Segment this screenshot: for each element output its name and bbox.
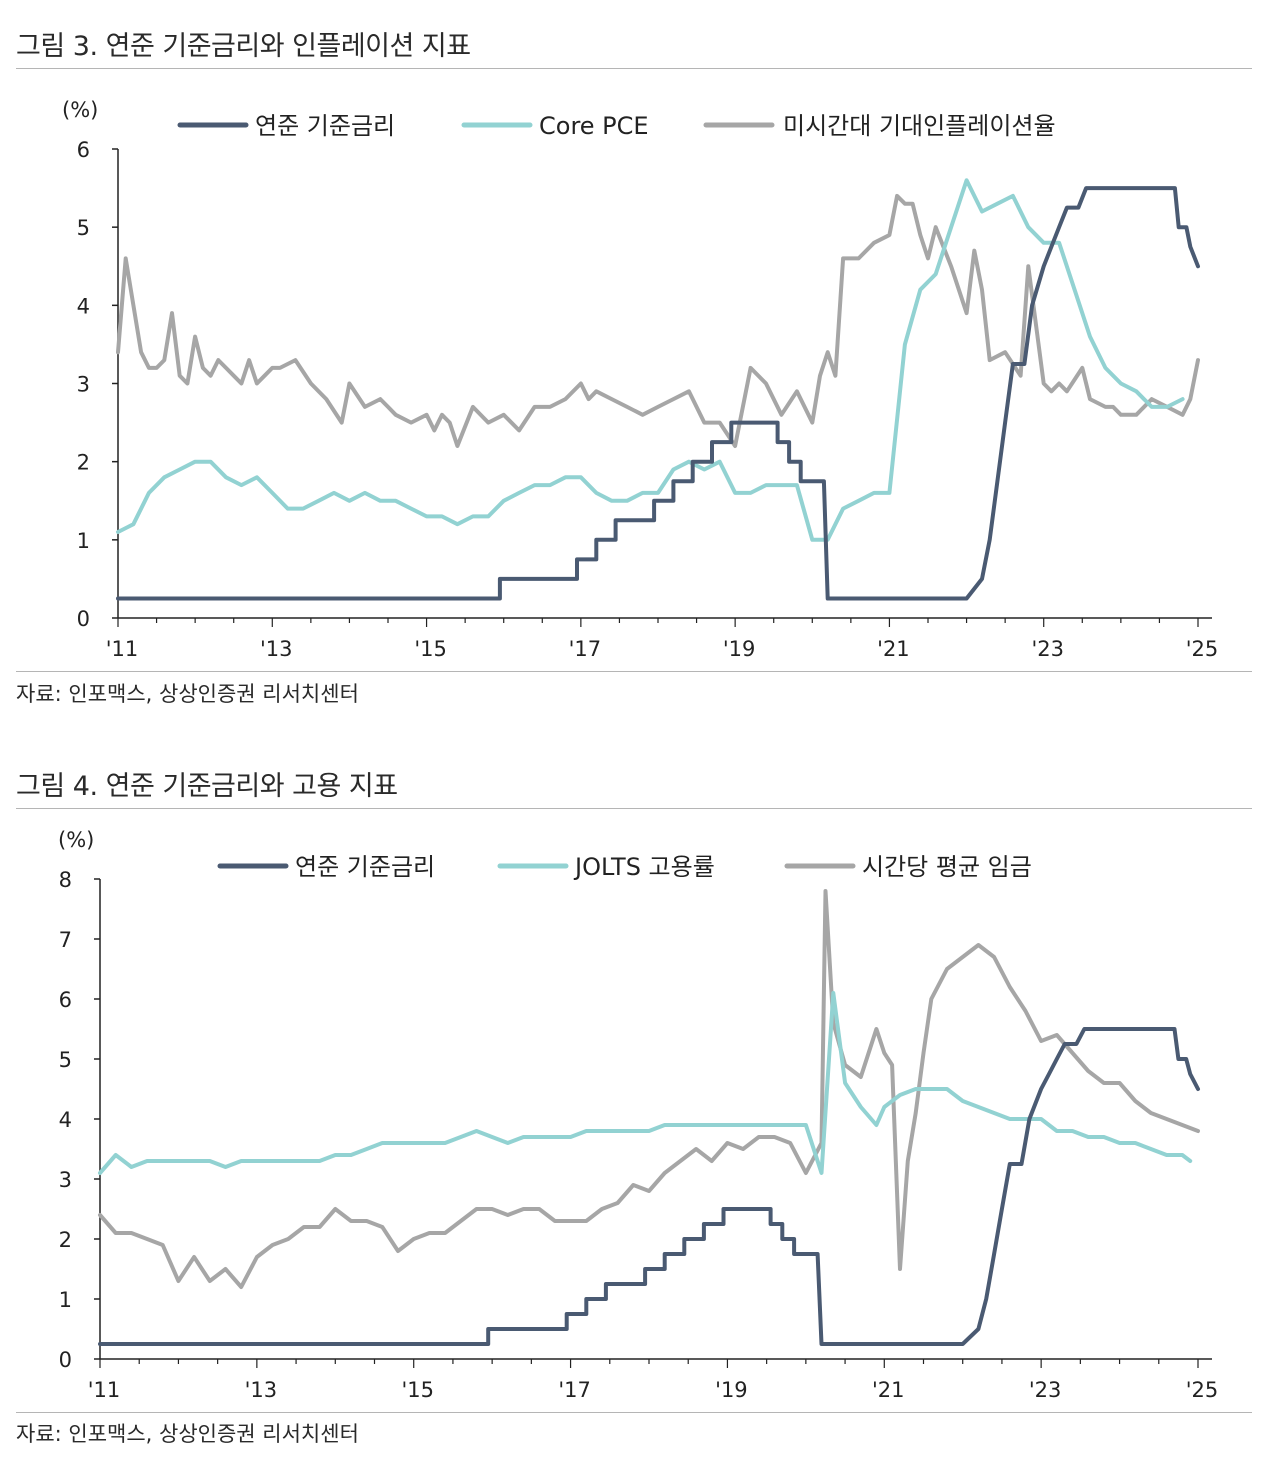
plot-series-group <box>98 889 1200 1346</box>
y-tick-label: 1 <box>59 1288 72 1312</box>
legend-label-0: 연준 기준금리 <box>295 853 435 881</box>
figure-4-title: 그림 4. 연준 기준금리와 고용 지표 <box>16 771 398 802</box>
y-tick-label: 3 <box>59 1168 72 1192</box>
series-line-2 <box>98 1027 1200 1346</box>
figure-3-source: 자료: 인포맥스, 상상인증권 리서치센터 <box>16 682 359 706</box>
y-axis-unit-label: (%) <box>58 828 94 852</box>
series-line-2 <box>116 186 1200 601</box>
y-tick-label: 2 <box>59 1228 72 1252</box>
y-tick-label: 6 <box>77 138 90 162</box>
plot-series-group <box>116 178 1200 601</box>
figure-4-chart: (%) 0 1 2 3 4 5 6 7 8 '11 '13 '15 '17 '19 '21 '23 '25 연준 기… <box>58 828 1219 1402</box>
y-tick-label: 4 <box>77 294 90 318</box>
y-tick-label: 0 <box>77 607 90 631</box>
x-tick-label: '13 <box>245 1378 278 1402</box>
x-tick-label: '19 <box>723 637 756 661</box>
legend-label-0: 연준 기준금리 <box>255 112 395 140</box>
y-tick-label: 1 <box>77 529 90 553</box>
y-tick-label: 4 <box>59 1108 72 1132</box>
x-tick-label: '25 <box>1186 637 1219 661</box>
figure-3-title: 그림 3. 연준 기준금리와 인플레이션 지표 <box>16 31 471 62</box>
figure-4-top-rule <box>16 808 1252 809</box>
x-tick-label: '17 <box>569 637 602 661</box>
legend-label-1: JOLTS 고용률 <box>573 853 715 881</box>
figure-3-top-rule <box>16 68 1252 69</box>
figure-3-bottom-rule <box>16 671 1252 672</box>
y-tick-label: 6 <box>59 988 72 1012</box>
x-tick-label: '21 <box>872 1378 905 1402</box>
series-line-1 <box>98 991 1193 1175</box>
x-tick-label: '17 <box>558 1378 591 1402</box>
x-tick-label: '11 <box>106 637 139 661</box>
legend-label-2: 시간당 평균 임금 <box>862 853 1032 881</box>
x-tick-label: '25 <box>1186 1378 1219 1402</box>
legend-label-1: Core PCE <box>539 112 649 140</box>
figure-4-bottom-rule <box>16 1412 1252 1413</box>
y-tick-label: 7 <box>59 928 72 952</box>
legend-label-2: 미시간대 기대인플레이션율 <box>783 112 1056 140</box>
y-tick-label: 2 <box>77 451 90 475</box>
y-axis-unit-label: (%) <box>62 98 98 122</box>
x-tick-label: '15 <box>414 637 447 661</box>
x-tick-label: '19 <box>715 1378 748 1402</box>
y-tick-label: 3 <box>77 373 90 397</box>
series-line-0 <box>116 193 1200 448</box>
series-line-0 <box>98 889 1200 1289</box>
series-line-1 <box>116 178 1185 542</box>
x-tick-label: '11 <box>88 1378 121 1402</box>
y-tick-label: 8 <box>59 868 72 892</box>
y-tick-label: 0 <box>59 1348 72 1372</box>
figure-3-chart: (%) 0 1 2 3 4 5 6 '11 '13 '15 '17 '19 '21 '23 '25 연준 기준금… <box>62 98 1219 661</box>
y-tick-label: 5 <box>77 216 90 240</box>
x-tick-label: '23 <box>1029 1378 1062 1402</box>
x-tick-label: '23 <box>1031 637 1064 661</box>
x-tick-label: '21 <box>877 637 910 661</box>
x-tick-label: '13 <box>260 637 293 661</box>
figure-4-source: 자료: 인포맥스, 상상인증권 리서치센터 <box>16 1422 359 1446</box>
x-tick-label: '15 <box>401 1378 434 1402</box>
y-tick-label: 5 <box>59 1048 72 1072</box>
